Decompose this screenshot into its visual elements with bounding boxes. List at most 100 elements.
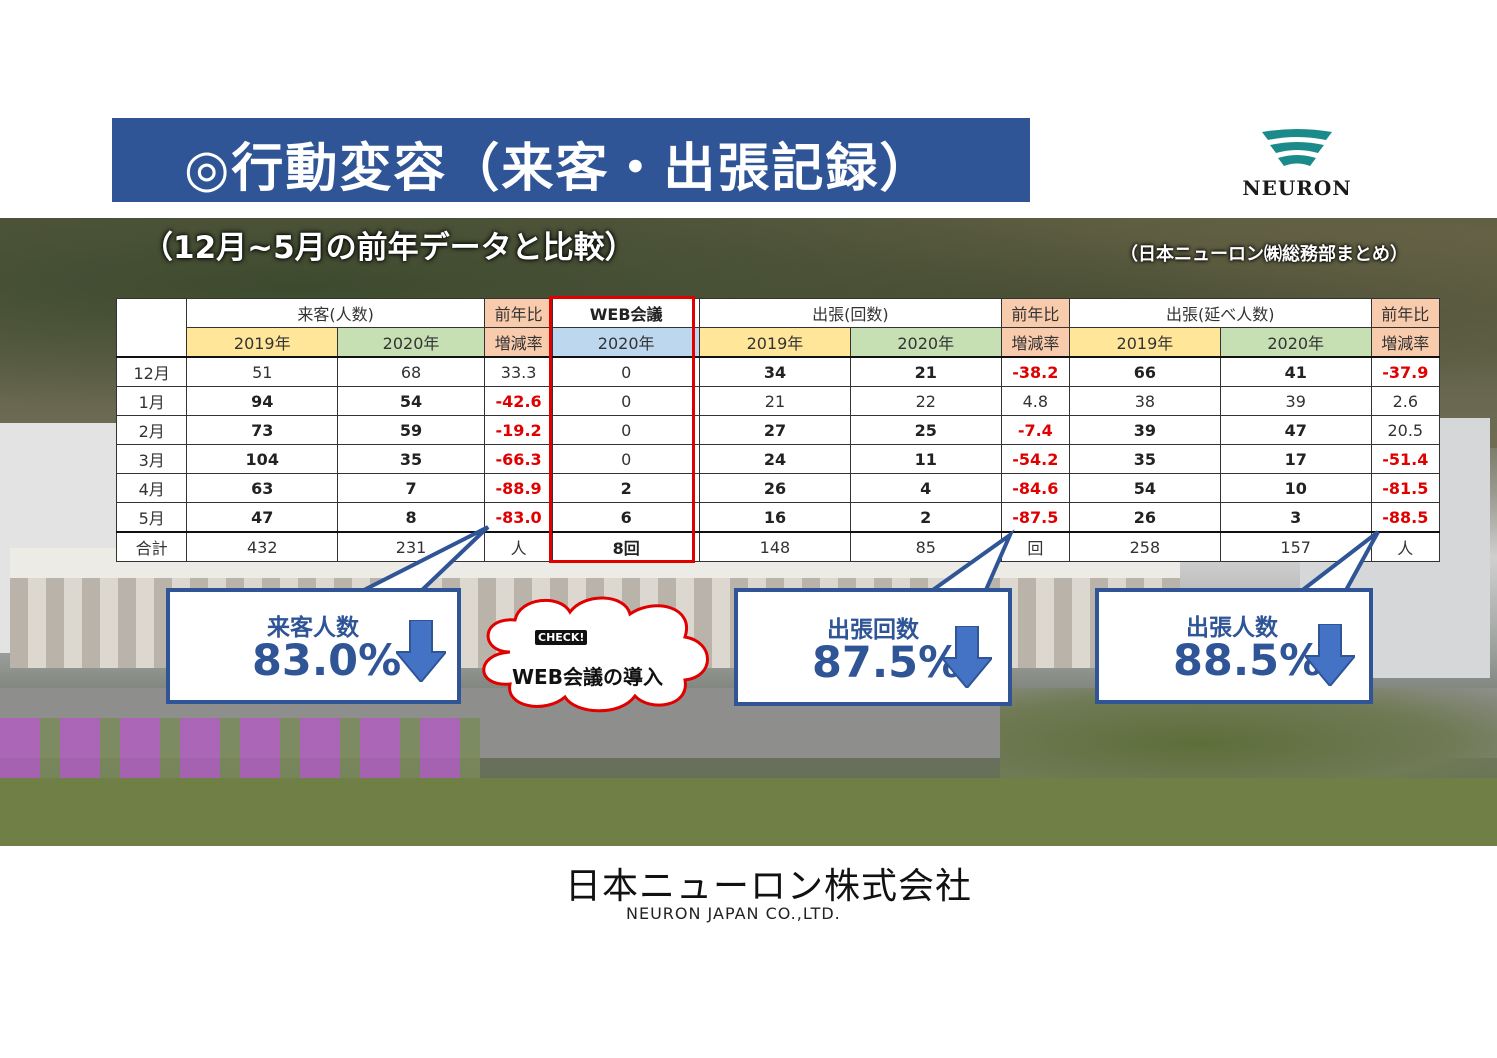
sub-p19: 2019年 [1069,327,1221,358]
rate-cell: 4.8 [1000,386,1071,416]
callout-label: 出張人数 [1186,615,1278,641]
table-row: 12月 51 68 33.3 0 34 21 -38.2 66 41 -37.9 [115,356,1441,387]
sub-v19: 2019年 [186,327,339,358]
total-cell: 258 [1069,531,1221,562]
table-row: 2月 73 59 -19.2 0 27 25 -7.4 39 47 20.5 [115,415,1441,445]
page-title: ◎行動変容（来客・出張記録） [184,139,934,199]
sub-vr: 増減率 [483,327,554,358]
unit-cell: 人 [483,531,554,562]
group-rate-people: 前年比 [1370,298,1441,328]
rate-cell: -88.5 [1370,502,1441,533]
month-cell: 12月 [115,356,188,387]
value-cell: 4 [849,473,1002,503]
group-trips: 出張(回数) [699,298,1002,328]
callout-trip-people: 出張人数 88.5% [1095,588,1373,704]
table-row: 4月 63 7 -88.9 2 26 4 -84.6 54 10 -81.5 [115,473,1441,503]
callout-value: 83.0% [252,636,402,686]
group-rate-visitors: 前年比 [483,298,554,328]
callout-visitors: 来客人数 83.0% [166,588,461,704]
table-row: 5月 47 8 -83.0 6 16 2 -87.5 26 3 -88.5 [115,502,1441,533]
sub-t19: 2019年 [699,327,851,358]
group-trip-people: 出張(延べ人数) [1069,298,1372,328]
value-cell: 73 [186,415,339,445]
callout-label: 来客人数 [267,615,359,641]
web-cell: 2 [552,473,701,503]
callout-trips: 出張回数 87.5% [734,588,1012,706]
rate-cell: -37.9 [1370,356,1441,387]
company-name-en: NEURON JAPAN CO.,LTD. [626,904,841,923]
rate-cell: -51.4 [1370,444,1441,474]
rate-cell: -81.5 [1370,473,1441,503]
rate-cell: -38.2 [1000,356,1071,387]
value-cell: 51 [186,356,339,387]
cloud-text: WEB会議の導入 [512,665,663,689]
value-cell: 47 [186,502,339,533]
sub-tr: 増減率 [1000,327,1071,358]
web-cell: 0 [552,444,701,474]
value-cell: 7 [337,473,485,503]
sub-pr: 増減率 [1370,327,1441,358]
header-row-groups: 来客(人数) 前年比 WEB会議 出張(回数) 前年比 出張(延べ人数) 前年比 [115,298,1441,358]
cloud-bubble [482,596,709,713]
neuron-logo: NEURON [1222,128,1372,200]
neuron-logo-icon [1262,129,1332,166]
total-cell: 231 [337,531,485,562]
value-cell: 35 [1069,444,1221,474]
group-visitors: 来客(人数) [186,298,485,328]
rate-cell: -19.2 [483,415,554,445]
month-cell: 1月 [115,386,188,416]
subtitle: （12月~5月の前年データと比較） [142,230,636,266]
value-cell: 2 [849,502,1002,533]
callout-value: 87.5% [812,638,962,688]
value-cell: 39 [1219,386,1372,416]
sub-p20: 2020年 [1219,327,1372,358]
month-cell: 5月 [115,502,188,533]
rate-cell: -83.0 [483,502,554,533]
arrow-down-icon [942,626,992,688]
total-label: 合計 [115,531,188,562]
value-cell: 63 [186,473,339,503]
rate-cell: 2.6 [1370,386,1441,416]
unit-cell: 回 [1000,531,1071,562]
corner-cell [115,298,188,358]
value-cell: 22 [849,386,1002,416]
month-cell: 4月 [115,473,188,503]
comparison-table: 来客(人数) 前年比 WEB会議 出張(回数) 前年比 出張(延べ人数) 前年比… [115,298,1441,562]
value-cell: 34 [699,356,851,387]
value-cell: 11 [849,444,1002,474]
rate-cell: -7.4 [1000,415,1071,445]
unit-cell: 人 [1370,531,1441,562]
value-cell: 68 [337,356,485,387]
value-cell: 26 [699,473,851,503]
attribution: （日本ニューロン㈱総務部まとめ） [1120,244,1408,265]
value-cell: 24 [699,444,851,474]
check-badge: CHECK! [535,630,588,645]
group-web: WEB会議 [552,298,701,328]
table-row: 1月 94 54 -42.6 0 21 22 4.8 38 39 2.6 [115,386,1441,416]
rate-cell: -66.3 [483,444,554,474]
web-cell: 0 [552,386,701,416]
arrow-down-icon [396,620,446,682]
value-cell: 59 [337,415,485,445]
value-cell: 26 [1069,502,1221,533]
callout-label: 出張回数 [827,617,919,643]
total-cell: 148 [699,531,851,562]
rate-cell: 33.3 [483,356,554,387]
sub-t20: 2020年 [849,327,1002,358]
web-cell: 6 [552,502,701,533]
total-cell: 432 [186,531,339,562]
value-cell: 8 [337,502,485,533]
table-row: 3月 104 35 -66.3 0 24 11 -54.2 35 17 -51.… [115,444,1441,474]
group-rate-trips: 前年比 [1000,298,1071,328]
company-name-jp: 日本ニューロン株式会社 [565,866,973,907]
value-cell: 54 [337,386,485,416]
total-row: 合計 432 231 人 8回 148 85 回 258 157 人 [115,531,1441,562]
value-cell: 3 [1219,502,1372,533]
value-cell: 47 [1219,415,1372,445]
rate-cell: 20.5 [1370,415,1441,445]
logo-text: NEURON [1242,176,1352,200]
arrow-down-icon [1305,624,1355,686]
callout-value: 88.5% [1173,636,1323,686]
value-cell: 16 [699,502,851,533]
total-cell: 8回 [552,531,701,562]
